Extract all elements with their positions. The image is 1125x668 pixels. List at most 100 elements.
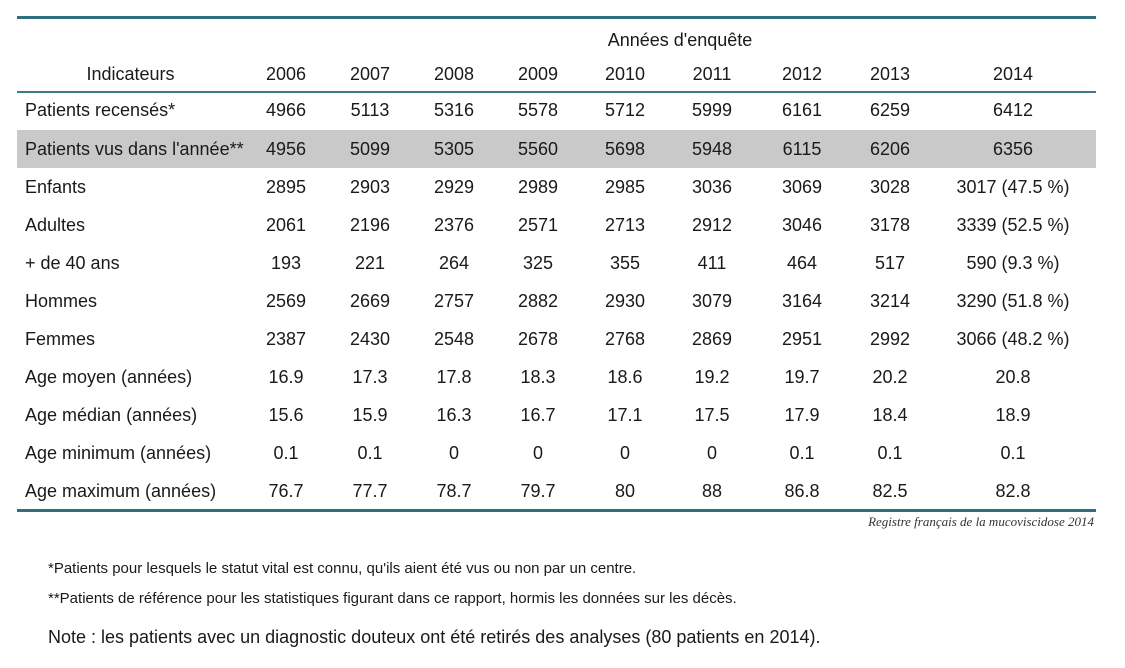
table-cell: 6115 xyxy=(754,130,850,168)
table-cell: 5316 xyxy=(433,100,475,120)
table-cell: 3046 xyxy=(781,214,823,235)
table-cell: 5305 xyxy=(412,130,496,168)
table-cell: 264 xyxy=(438,252,470,273)
table-cell: 2387 xyxy=(265,328,307,349)
column-header-year: 2007 xyxy=(349,63,391,84)
table-cell: 0.1 xyxy=(1000,442,1026,463)
table-cell: 2903 xyxy=(349,176,391,197)
table-cell: 355 xyxy=(609,252,641,273)
row-label: Patients recensés* xyxy=(25,100,176,120)
table-cell: 2061 xyxy=(265,214,307,235)
table-cell: 2895 xyxy=(265,176,307,197)
table-cell: 5698 xyxy=(580,130,670,168)
table-cell: 2569 xyxy=(265,290,307,311)
table-row: + de 40 ans 193 221 264 325 355 411 464 517 590 (… xyxy=(17,244,1096,282)
row-label: Patients vus dans l'année** xyxy=(17,130,244,168)
table-cell: 2571 xyxy=(517,214,559,235)
table-cell: 464 xyxy=(786,252,818,273)
table-cell: 82.5 xyxy=(872,480,908,501)
table-row: Hommes 2569 2669 2757 2882 2930 3079 3164 3214 32… xyxy=(17,282,1096,320)
table-cell: 2989 xyxy=(517,176,559,197)
table-cell: 0.1 xyxy=(357,442,383,463)
table-cell: 80 xyxy=(614,480,636,501)
table-cell: 6259 xyxy=(869,100,911,120)
table-cell: 79.7 xyxy=(520,480,556,501)
column-header-year: 2008 xyxy=(433,63,475,84)
table-cell: 3066 (48.2 %) xyxy=(956,328,1070,349)
table-cell: 2768 xyxy=(604,328,646,349)
table-cell: 2985 xyxy=(604,176,646,197)
column-header-year: 2011 xyxy=(692,63,732,84)
table-cell: 82.8 xyxy=(995,480,1031,501)
source-caption: Registre français de la mucoviscidose 20… xyxy=(868,514,1094,529)
table-cell: 193 xyxy=(270,252,302,273)
row-label: + de 40 ans xyxy=(25,252,120,273)
table-row: Age médian (années) 15.6 15.9 16.3 16.7 17.1 1… xyxy=(17,396,1096,434)
row-label: Enfants xyxy=(25,176,87,197)
column-header-year: 2013 xyxy=(869,63,911,84)
table-top-rule xyxy=(17,16,1096,19)
table-cell: 16.7 xyxy=(520,404,556,425)
table-cell: 2757 xyxy=(433,290,475,311)
table-cell: 2882 xyxy=(517,290,559,311)
row-label: Hommes xyxy=(25,290,98,311)
row-label: Age minimum (années) xyxy=(25,442,212,463)
row-label: Adultes xyxy=(25,214,86,235)
table-cell: 6356 xyxy=(930,130,1096,168)
table-cell: 88 xyxy=(701,480,723,501)
table-cell: 5948 xyxy=(670,130,754,168)
table-cell: 17.5 xyxy=(694,404,730,425)
table-cell: 2992 xyxy=(869,328,911,349)
table-row: Age moyen (années) 16.9 17.3 17.8 18.3 18.6 19… xyxy=(17,358,1096,396)
table-cell: 6161 xyxy=(781,100,823,120)
column-group-header: Années d'enquête xyxy=(607,30,753,50)
table-cell: 2548 xyxy=(433,328,475,349)
table-cell: 221 xyxy=(354,252,386,273)
table-cell: 3017 (47.5 %) xyxy=(956,176,1070,197)
table-row: Age minimum (années) 0.1 0.1 0 0 0 0 0.1 0.1 0.1 xyxy=(17,434,1096,472)
table-cell: 325 xyxy=(522,252,554,273)
table-cell: 17.1 xyxy=(607,404,643,425)
table-cell: 20.8 xyxy=(995,366,1031,387)
table-cell: 5099 xyxy=(328,130,412,168)
table-cell: 2929 xyxy=(433,176,475,197)
table-row: Adultes 2061 2196 2376 2571 2713 2912 3046 3178 3… xyxy=(17,206,1096,244)
table-cell: 5113 xyxy=(350,100,390,120)
table-cell: 6206 xyxy=(850,130,930,168)
table-cell: 17.3 xyxy=(352,366,388,387)
table-row: Age maximum (années) 76.7 77.7 78.7 79.7 80 88… xyxy=(17,472,1096,510)
table-cell: 2376 xyxy=(433,214,475,235)
table-cell: 517 xyxy=(874,252,906,273)
table-cell: 18.6 xyxy=(607,366,643,387)
analysis-note: Note : les patients avec un diagnostic d… xyxy=(48,627,821,647)
table-cell: 0 xyxy=(448,442,459,463)
table-cell: 2678 xyxy=(517,328,559,349)
table-cell: 0.1 xyxy=(273,442,299,463)
column-header-year: 2012 xyxy=(781,63,823,84)
table-cell: 2951 xyxy=(781,328,823,349)
table-cell: 590 (9.3 %) xyxy=(966,252,1060,273)
row-label: Femmes xyxy=(25,328,96,349)
table-cell: 3290 (51.8 %) xyxy=(956,290,1070,311)
table-cell: 2869 xyxy=(691,328,733,349)
footnote-1: *Patients pour lesquels le statut vital … xyxy=(48,560,637,577)
table-cell: 0 xyxy=(619,442,630,463)
table-cell: 76.7 xyxy=(268,480,304,501)
table-row: Femmes 2387 2430 2548 2678 2768 2869 2951 2992 30… xyxy=(17,320,1096,358)
indicators-table: Indicateurs 2006 2007 2008 2009 2010 2011 2012 2… xyxy=(17,57,1096,510)
table-cell: 3079 xyxy=(691,290,733,311)
footnote-2: **Patients de référence pour les statist… xyxy=(48,590,737,607)
table-cell: 3028 xyxy=(869,176,911,197)
table-cell: 6412 xyxy=(992,100,1034,120)
table-cell: 18.4 xyxy=(872,404,908,425)
row-label: Age moyen (années) xyxy=(25,366,193,387)
column-header-year: 2009 xyxy=(517,63,559,84)
table-bottom-rule xyxy=(17,509,1096,512)
table-cell: 16.3 xyxy=(436,404,472,425)
row-label: Age médian (années) xyxy=(25,404,198,425)
table-cell: 18.9 xyxy=(995,404,1031,425)
table-cell: 2196 xyxy=(349,214,391,235)
table-cell: 15.6 xyxy=(268,404,304,425)
table-cell: 16.9 xyxy=(268,366,304,387)
table-cell: 15.9 xyxy=(352,404,388,425)
